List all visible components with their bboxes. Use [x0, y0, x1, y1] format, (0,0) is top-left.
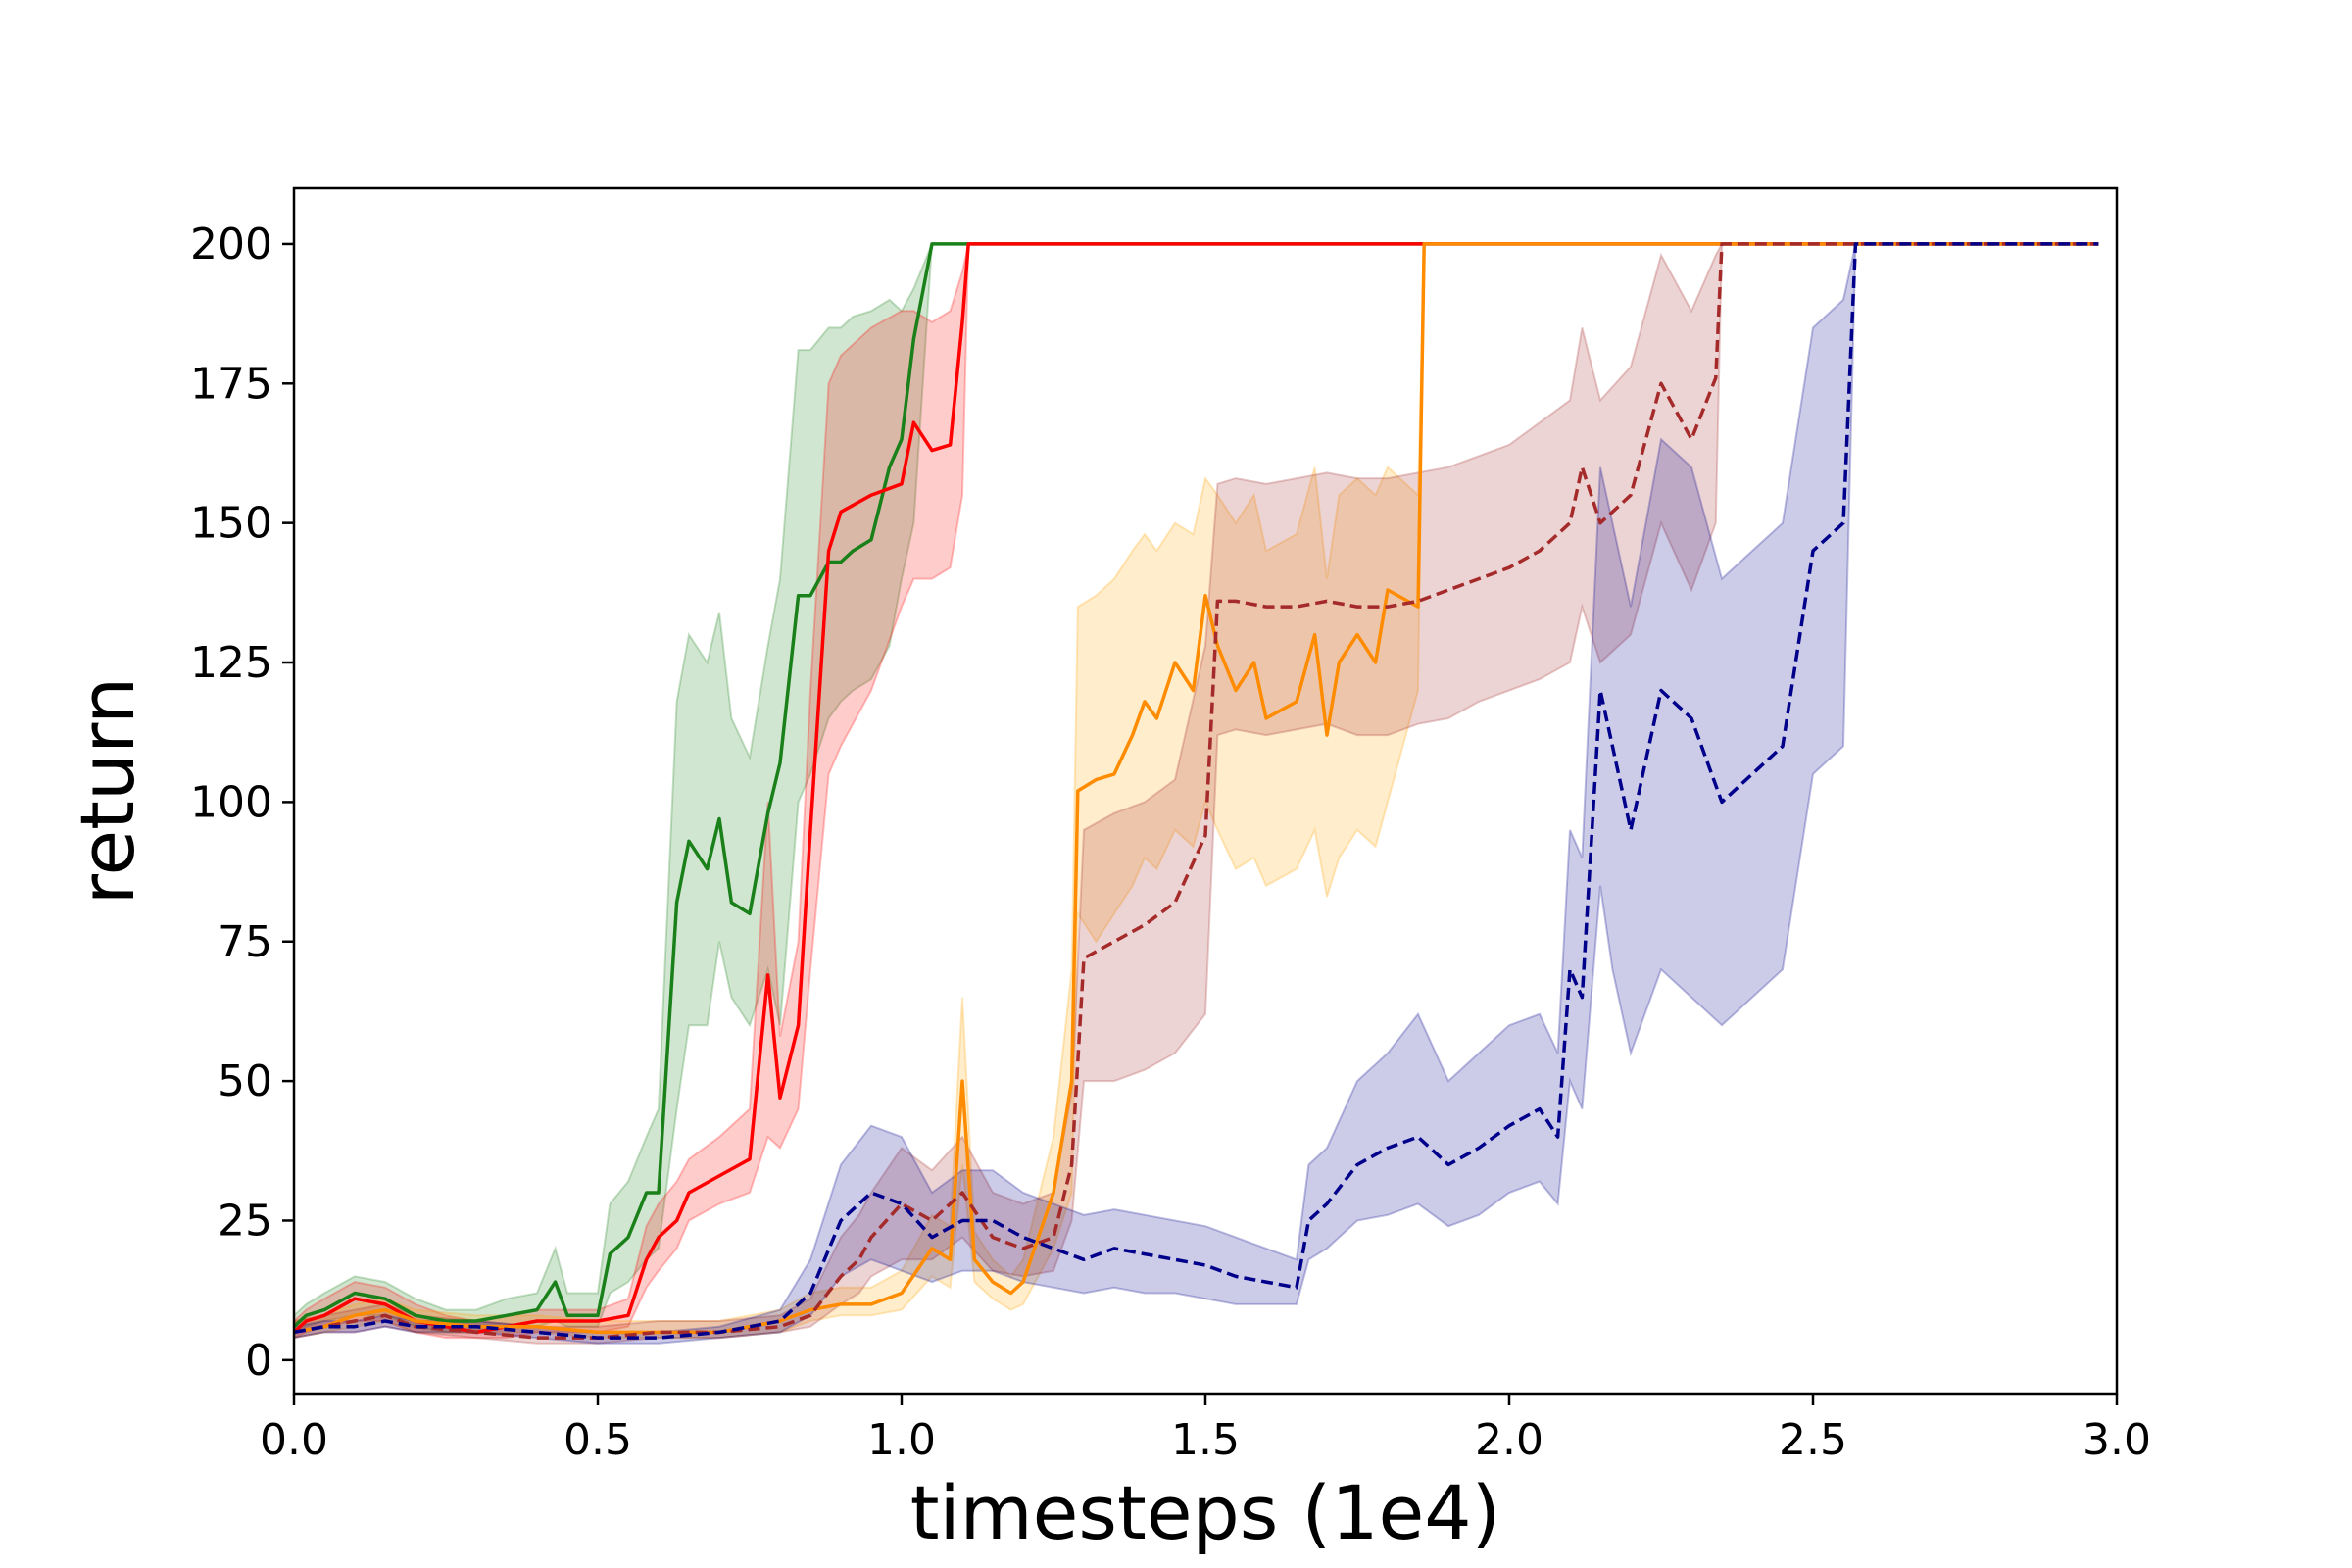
y-tick-label: 25: [218, 1196, 272, 1246]
x-axis-label: timesteps (1e4): [910, 1469, 1501, 1556]
y-axis-label: return: [64, 677, 151, 905]
x-tick-label: 1.5: [1171, 1415, 1240, 1465]
confidence-bands: [293, 242, 2099, 1345]
series-lines: [292, 242, 2099, 1340]
x-tick-label: 0.0: [260, 1415, 328, 1465]
y-tick-label: 75: [218, 917, 272, 967]
x-axis-ticks: 0.0 0.5 1.0 1.5 2.0 2.5 3.0: [260, 1394, 2151, 1465]
y-tick-label: 100: [190, 777, 272, 827]
y-tick-label: 125: [190, 638, 272, 688]
y-tick-label: 175: [190, 359, 272, 409]
y-tick-label: 50: [218, 1056, 272, 1106]
y-tick-label: 150: [190, 499, 272, 549]
series-1-line: [292, 242, 2099, 1328]
y-axis-ticks: 0 25 50 75 100 125 150 175 200: [190, 220, 294, 1386]
x-tick-label: 0.5: [564, 1415, 632, 1465]
x-tick-label: 3.0: [2082, 1415, 2151, 1465]
x-tick-label: 1.0: [867, 1415, 936, 1465]
y-tick-label: 200: [190, 220, 272, 270]
y-tick-label: 0: [245, 1336, 272, 1386]
series-5-line: [293, 242, 2099, 1340]
x-tick-label: 2.0: [1475, 1415, 1544, 1465]
x-tick-label: 2.5: [1779, 1415, 1847, 1465]
